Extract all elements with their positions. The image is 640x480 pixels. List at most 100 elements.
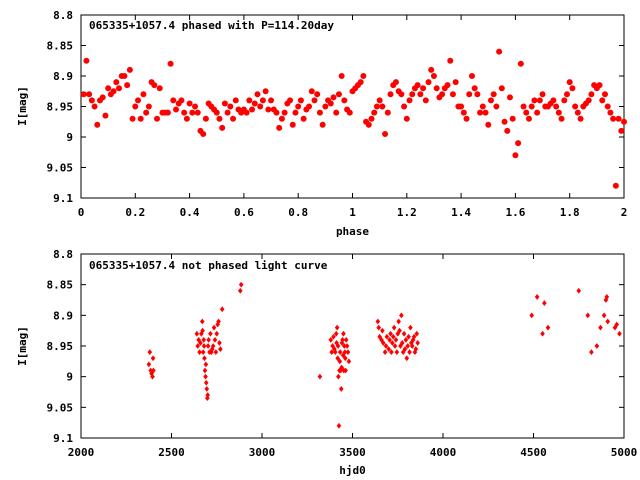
phased-data-point <box>116 85 123 92</box>
phased-data-point <box>596 82 603 89</box>
unphased-data-point <box>214 330 220 337</box>
unphased-data-point <box>594 343 600 349</box>
phased-data-point <box>102 112 109 119</box>
phased-data-point <box>300 115 307 122</box>
unphased-data-point <box>379 336 384 343</box>
unphased-y-tick-label: 8.85 <box>47 279 74 292</box>
unphased-data-point <box>394 349 400 356</box>
phased-data-point <box>295 103 302 110</box>
unphased-data-point <box>329 349 334 356</box>
unphased-data-point <box>200 327 205 334</box>
phased-data-point <box>403 115 410 122</box>
unphased-data-point <box>200 349 206 356</box>
phased-x-tick-label: 0.6 <box>234 206 254 219</box>
unphased-data-point <box>403 336 409 343</box>
phased-data-point <box>425 79 432 86</box>
phased-data-point <box>227 103 234 110</box>
phased-data-point <box>135 97 142 104</box>
phased-data-point <box>558 115 565 122</box>
phased-data-point <box>360 73 367 80</box>
phased-data-point <box>610 115 617 122</box>
unphased-y-tick-label: 8.8 <box>53 248 73 261</box>
phased-data-point <box>463 115 470 122</box>
phased-data-point <box>417 91 424 98</box>
phased-data-point <box>468 73 475 80</box>
unphased-plot-frame <box>80 253 625 439</box>
phased-data-point <box>493 103 500 110</box>
unphased-data-point <box>601 312 607 319</box>
unphased-data-point <box>201 336 207 343</box>
phased-data-point <box>183 115 190 122</box>
unphased-data-point <box>389 349 394 356</box>
unphased-data-point <box>206 336 211 343</box>
phased-data-point <box>512 152 519 159</box>
phased-data-point <box>192 103 199 110</box>
unphased-data-point <box>331 333 336 340</box>
unphased-data-point <box>396 318 401 325</box>
unphased-data-point <box>393 336 399 343</box>
unphased-data-point <box>211 324 217 331</box>
phased-data-point <box>129 115 136 122</box>
unphased-data-point <box>317 373 323 380</box>
unphased-data-point <box>150 355 156 362</box>
phased-x-tick-label: 2 <box>621 206 628 219</box>
phased-data-point <box>504 127 511 134</box>
unphased-x-tick-label: 3000 <box>249 446 276 459</box>
unphased-y-tick-label: 8.9 <box>53 309 73 322</box>
phased-data-point <box>113 79 120 86</box>
phased-x-tick-label: 1.2 <box>397 206 417 219</box>
unphased-data-point <box>407 349 412 356</box>
phased-data-point <box>550 97 557 104</box>
unphased-x-axis-label: hjd0 <box>339 464 366 477</box>
unphased-data-point <box>542 300 547 306</box>
phased-data-point <box>531 97 538 104</box>
phased-data-point <box>219 124 226 131</box>
phased-data-point <box>401 103 408 110</box>
unphased-data-point <box>589 349 594 356</box>
phased-data-point <box>88 97 95 104</box>
phased-data-point <box>382 130 389 137</box>
phased-data-point <box>487 97 494 104</box>
phased-data-point <box>276 124 283 131</box>
unphased-data-point <box>415 340 420 346</box>
phased-data-point <box>528 103 535 110</box>
phased-data-point <box>479 103 486 110</box>
unphased-data-point <box>343 367 348 374</box>
unphased-data-point <box>201 343 207 349</box>
phased-data-point <box>460 109 467 116</box>
phased-data-point <box>414 82 421 89</box>
unphased-data-point <box>617 330 622 337</box>
unphased-data-point <box>203 361 209 368</box>
phased-y-tick-label: 8.95 <box>47 101 74 114</box>
unphased-data-point <box>147 349 153 356</box>
unphased-data-point <box>386 346 392 352</box>
unphased-data-point <box>238 281 244 288</box>
phased-data-point <box>439 91 446 98</box>
phased-data-point <box>482 109 489 116</box>
phased-data-point <box>555 109 562 116</box>
unphased-data-point <box>151 367 156 374</box>
phased-data-point <box>588 91 595 98</box>
unphased-data-point <box>343 336 349 343</box>
unphased-data-point <box>330 343 335 349</box>
phased-data-point <box>213 109 220 116</box>
phased-data-point <box>525 115 532 122</box>
phased-data-point <box>515 140 522 147</box>
unphased-data-point <box>335 343 341 349</box>
phased-data-point <box>281 109 288 116</box>
phased-y-tick-label: 9.1 <box>53 192 73 205</box>
unphased-data-point <box>196 336 201 343</box>
phased-data-point <box>449 91 456 98</box>
phased-data-point <box>368 115 375 122</box>
phased-data-point <box>254 91 261 98</box>
phased-data-point <box>145 103 152 110</box>
phased-data-point <box>534 109 541 116</box>
phased-data-point <box>474 91 481 98</box>
phased-data-point <box>126 66 133 73</box>
phased-data-point <box>105 85 112 92</box>
phased-data-point <box>428 66 435 73</box>
phased-data-point <box>156 85 163 92</box>
unphased-data-point <box>392 343 398 349</box>
unphased-data-point <box>376 324 382 331</box>
phased-data-point <box>124 82 131 89</box>
